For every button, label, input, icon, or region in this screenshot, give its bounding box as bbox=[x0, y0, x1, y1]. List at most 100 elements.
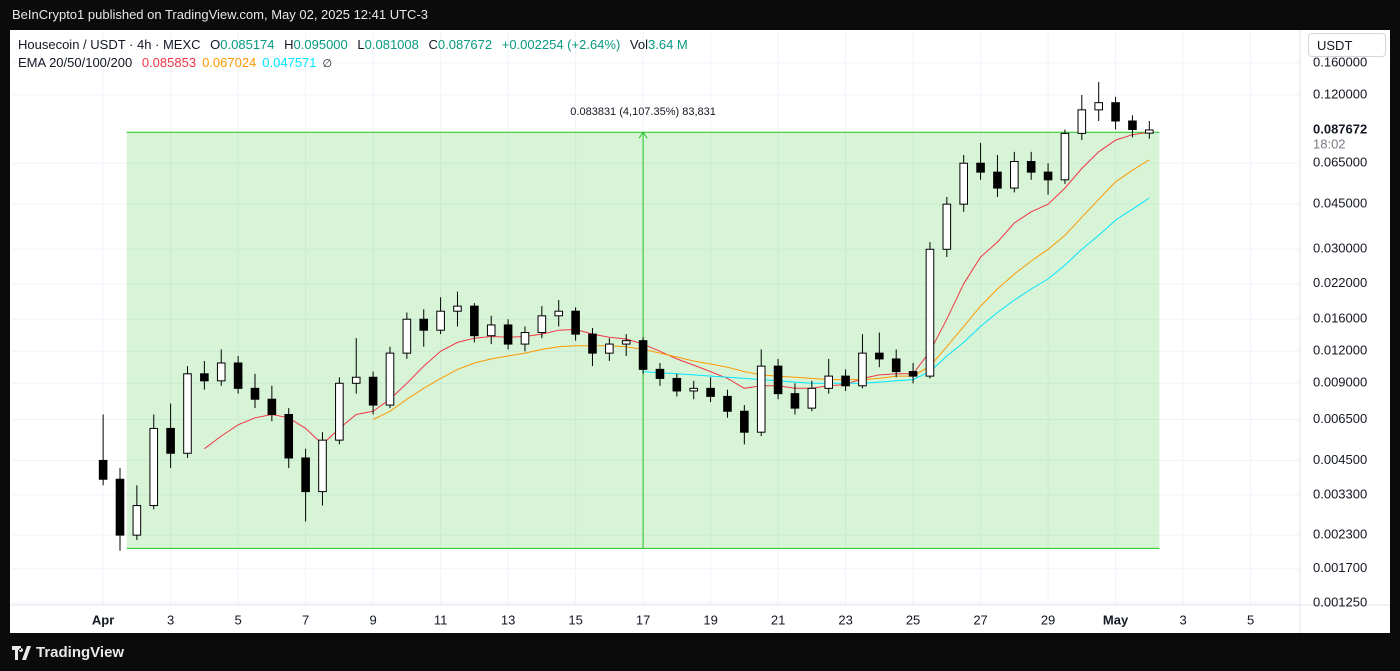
candle-body bbox=[1077, 109, 1087, 134]
x-tick-label: 5 bbox=[1247, 612, 1254, 627]
candle-body bbox=[993, 171, 1002, 189]
candle-body bbox=[942, 203, 952, 250]
y-tick-label: 0.120000 bbox=[1313, 86, 1367, 101]
candle-body bbox=[470, 305, 479, 337]
x-tick-label: 21 bbox=[771, 612, 785, 627]
x-tick-label: 3 bbox=[167, 612, 174, 627]
candle-body bbox=[115, 478, 125, 536]
y-tick-label: 0.004500 bbox=[1313, 452, 1367, 467]
candle-body bbox=[571, 310, 580, 335]
y-tick-label: 0.012000 bbox=[1313, 343, 1367, 358]
candle-body bbox=[1111, 102, 1120, 122]
candle-body bbox=[200, 373, 209, 382]
measure-label: 0.083831 (4,107.35%) 83,831 bbox=[570, 106, 716, 118]
candle-body bbox=[824, 375, 834, 389]
x-tick-label: 5 bbox=[234, 612, 241, 627]
ema-line bbox=[643, 197, 1150, 384]
candle-body bbox=[925, 248, 935, 377]
candle-body bbox=[183, 373, 192, 454]
symbol: Housecoin / USDT · 4h · MEXC bbox=[18, 37, 201, 52]
x-tick-label: 23 bbox=[838, 612, 852, 627]
candle-body bbox=[537, 315, 547, 334]
x-tick-label: 25 bbox=[906, 612, 920, 627]
candle-body bbox=[250, 387, 260, 400]
candle-body bbox=[706, 387, 715, 397]
candle-body bbox=[351, 376, 361, 384]
candle-body bbox=[419, 318, 429, 331]
candle-body bbox=[807, 387, 817, 409]
y-tick-label: 0.030000 bbox=[1313, 241, 1367, 256]
candle-body bbox=[790, 393, 800, 409]
x-tick-label: Apr bbox=[92, 612, 114, 627]
currency-button[interactable]: USDT bbox=[1308, 33, 1386, 57]
footer-brand: TradingView bbox=[12, 644, 124, 661]
x-tick-label: 11 bbox=[434, 612, 448, 627]
y-tick-label: 0.016000 bbox=[1313, 311, 1367, 326]
ohlc-open: O0.085174 bbox=[210, 37, 275, 52]
volume: Vol3.64 M bbox=[629, 37, 688, 52]
y-tick-label: 0.160000 bbox=[1313, 54, 1367, 69]
y-tick-label: 0.003300 bbox=[1313, 486, 1367, 501]
ohlc-high: H0.095000 bbox=[284, 37, 348, 52]
candle-body bbox=[402, 318, 412, 354]
candle-body bbox=[1128, 120, 1137, 131]
y-tick-label: 0.022000 bbox=[1313, 275, 1367, 290]
y-tick-label: 0.009000 bbox=[1313, 375, 1367, 390]
indicator-label: EMA 20/50/100/200 bbox=[18, 55, 133, 70]
candle-body bbox=[588, 333, 597, 354]
candle-body bbox=[233, 362, 243, 389]
candle-body bbox=[1145, 129, 1154, 134]
candle-body bbox=[689, 387, 699, 392]
candle-body bbox=[605, 343, 614, 354]
ohlc-low: L0.081008 bbox=[357, 37, 419, 52]
symbol-header: Housecoin / USDT · 4h · MEXC O0.085174 H… bbox=[18, 37, 694, 52]
candle-body bbox=[301, 457, 310, 493]
candle-body bbox=[436, 310, 445, 331]
plot-area: 0.083831 (4,107.35%) 83,831 bbox=[12, 31, 1300, 605]
ema-line bbox=[204, 131, 1150, 450]
measure-arrowhead bbox=[638, 131, 648, 139]
x-tick-label: 9 bbox=[369, 612, 376, 627]
x-tick-label: 29 bbox=[1041, 612, 1055, 627]
y-tick-label: 0.065000 bbox=[1313, 155, 1367, 170]
candle-body bbox=[554, 310, 564, 317]
indicator-value: 0.047571 bbox=[262, 55, 317, 70]
candle-body bbox=[132, 505, 142, 536]
candle-body bbox=[1010, 161, 1019, 189]
indicator-value: 0.085853 bbox=[141, 55, 197, 70]
candle-body bbox=[486, 324, 496, 337]
candle-body bbox=[1043, 171, 1053, 181]
candle-body bbox=[621, 340, 631, 345]
candle-body bbox=[368, 376, 378, 406]
candle-body bbox=[166, 427, 175, 454]
x-tick-label: 19 bbox=[703, 612, 717, 627]
x-tick-label: 3 bbox=[1179, 612, 1186, 627]
candle-body bbox=[267, 398, 277, 415]
chart-panel bbox=[10, 30, 1390, 633]
candle-body bbox=[1094, 102, 1103, 111]
candle-body bbox=[335, 382, 344, 441]
candle-body bbox=[1060, 132, 1070, 181]
candle-body bbox=[875, 352, 884, 360]
candle-body bbox=[216, 362, 226, 382]
candle-body bbox=[959, 162, 968, 205]
candle-body bbox=[638, 340, 648, 370]
y-tick-label: 0.006500 bbox=[1313, 411, 1367, 426]
candle-body bbox=[284, 413, 294, 459]
publish-info: BeInCrypto1 published on TradingView.com… bbox=[12, 7, 428, 22]
brand-name: TradingView bbox=[36, 644, 125, 661]
candle-body bbox=[976, 162, 985, 173]
y-tick-label: 0.045000 bbox=[1313, 196, 1367, 211]
candle-body bbox=[908, 371, 918, 377]
last-price: 0.087672 bbox=[1313, 121, 1367, 136]
candle-body bbox=[740, 410, 749, 433]
candle-body bbox=[773, 365, 783, 395]
candle-body bbox=[655, 368, 665, 379]
logo bbox=[12, 645, 31, 660]
y-tick-label: 0.001700 bbox=[1313, 560, 1367, 575]
x-tick-label: 27 bbox=[973, 612, 987, 627]
x-tick-label: 15 bbox=[568, 612, 582, 627]
indicator-extra: ∅ bbox=[322, 58, 333, 70]
